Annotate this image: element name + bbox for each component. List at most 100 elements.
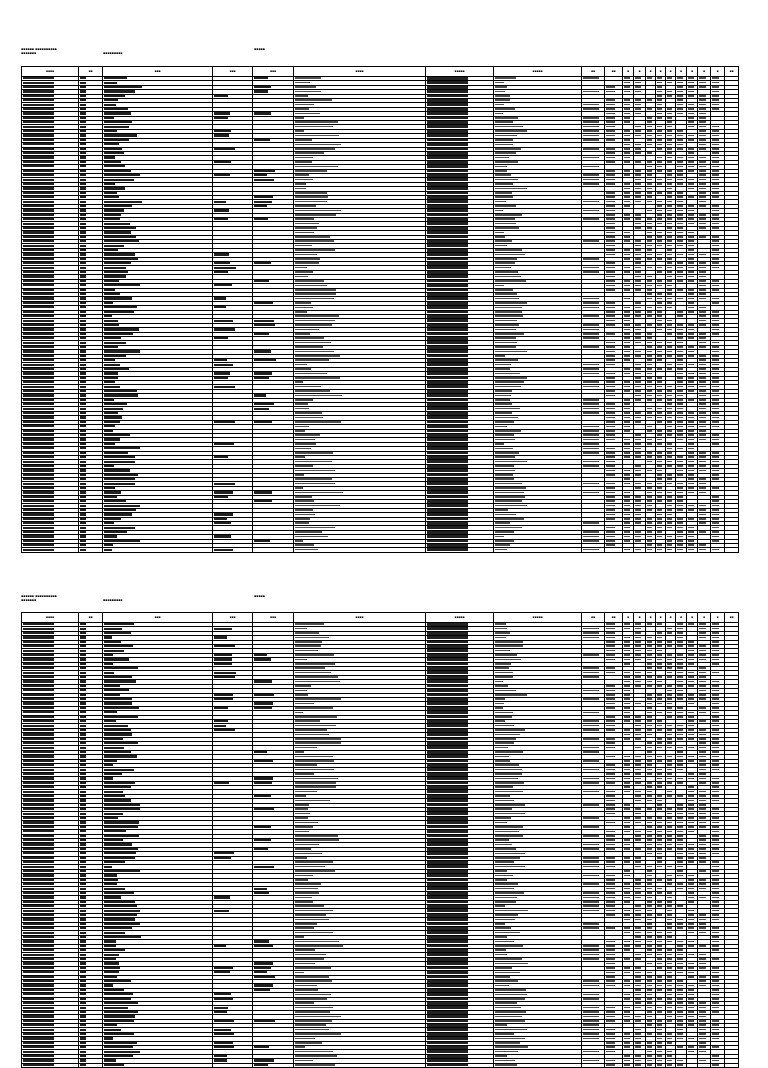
table-cell xyxy=(686,547,698,553)
table-row xyxy=(21,758,739,765)
table-cell xyxy=(675,1062,687,1068)
table-row xyxy=(21,714,739,720)
table-cell xyxy=(425,1062,494,1068)
column-header: ▪ xyxy=(665,66,676,77)
table-row xyxy=(21,75,739,82)
table-row xyxy=(21,520,739,527)
table-cell xyxy=(78,1062,103,1068)
table-cell xyxy=(622,1062,634,1068)
column-header: ▪ xyxy=(622,612,634,623)
column-header: ▪ xyxy=(675,612,687,623)
table-row xyxy=(21,829,739,835)
table-row xyxy=(21,120,739,126)
column-header: ▪ xyxy=(697,612,711,623)
table-row xyxy=(21,837,739,844)
column-header: ▪▪ xyxy=(78,612,103,623)
table-row xyxy=(21,291,739,298)
table-cell xyxy=(425,547,494,553)
table-row xyxy=(21,934,739,941)
column-header: ▪▪▪▪▪ xyxy=(425,612,494,623)
column-header: ▪▪▪▪▪ xyxy=(425,66,494,77)
table-row xyxy=(21,225,739,232)
column-header: ▪▪▪ xyxy=(252,612,294,623)
table-row xyxy=(21,238,739,245)
table-cell xyxy=(622,547,634,553)
column-header: ▪ xyxy=(655,612,666,623)
column-header: ▪▪▪▪ xyxy=(293,66,426,77)
column-header: ▪ xyxy=(710,66,725,77)
column-header: ▪▪▪▪ xyxy=(21,612,79,623)
table-cell xyxy=(645,547,656,553)
table-cell xyxy=(675,547,687,553)
table-row xyxy=(21,851,739,857)
table-row xyxy=(21,137,739,144)
column-header: ▪ xyxy=(655,66,666,77)
table-row xyxy=(21,547,739,553)
table-row xyxy=(21,252,739,258)
table-row xyxy=(21,727,739,734)
table-row xyxy=(21,274,739,280)
table-cell xyxy=(710,1062,725,1068)
table-cell xyxy=(633,1062,646,1068)
column-header: ▪▪ xyxy=(724,612,739,623)
header-subtitle: ▪▪▪▪▪▪▪ xyxy=(21,598,37,602)
table-row xyxy=(21,111,739,117)
table-row xyxy=(21,349,739,355)
page-1-header-mid: ▪▪▪▪▪▪▪▪▪ xyxy=(103,51,123,55)
column-header: ▪▪▪ xyxy=(212,612,253,623)
table-cell xyxy=(581,547,605,553)
column-header: ▪▪▪▪▪ xyxy=(493,66,582,77)
table-row xyxy=(21,543,739,549)
table-row xyxy=(21,776,739,782)
table-row xyxy=(21,203,739,210)
column-header: ▪▪ xyxy=(78,66,103,77)
page-2-header-mid: ▪▪▪▪▪▪▪▪▪ xyxy=(103,598,123,602)
table-cell xyxy=(212,547,253,553)
table-cell xyxy=(697,547,711,553)
data-table-page-2: ▪▪▪▪ ▪▪ ▪▪▪ ▪▪▪ ▪▪▪ ▪▪▪▪ ▪▪▪▪▪ ▪▪▪▪▪ ▪▪ ▪▪ ▪ ▪ ▪ ▪ ▪ ▪ ▪… xyxy=(21,612,739,1068)
column-header: ▪ xyxy=(686,612,698,623)
column-header: ▪▪▪ xyxy=(102,612,213,623)
column-header: ▪▪▪ xyxy=(252,66,294,77)
column-header: ▪ xyxy=(675,66,687,77)
column-header: ▪ xyxy=(665,612,676,623)
data-table-page-1: ▪▪▪▪ ▪▪ ▪▪▪ ▪▪▪ ▪▪▪ ▪▪▪▪ ▪▪▪▪▪ ▪▪▪▪▪ ▪▪ ▪▪ ▪ ▪ ▪ ▪ ▪ ▪ ▪… xyxy=(21,66,739,553)
column-header: ▪▪ xyxy=(724,66,739,77)
column-header: ▪ xyxy=(697,66,711,77)
table-row xyxy=(21,80,739,86)
column-header: ▪ xyxy=(686,66,698,77)
table-row xyxy=(21,172,739,179)
header-subtitle: ▪▪▪▪▪▪▪ xyxy=(21,51,37,55)
table-row xyxy=(21,723,739,729)
table-row xyxy=(21,626,739,632)
table-row xyxy=(21,824,739,831)
table-row xyxy=(21,397,739,404)
table-row xyxy=(21,701,739,707)
table-row xyxy=(21,402,739,408)
table-cell xyxy=(102,547,213,553)
column-header: ▪▪▪ xyxy=(102,66,213,77)
table-row xyxy=(21,899,739,906)
table-cell xyxy=(102,1062,213,1068)
header-title: ▪▪▪▪▪▪ ▪▪▪▪▪▪▪▪▪▪ xyxy=(21,47,57,51)
column-header: ▪▪ xyxy=(604,612,623,623)
table-cell xyxy=(493,547,582,553)
table-row xyxy=(21,472,739,479)
table-cell xyxy=(21,1062,79,1068)
column-header: ▪ xyxy=(633,66,646,77)
table-cell xyxy=(665,1062,676,1068)
table-row xyxy=(21,1062,739,1068)
table-cell xyxy=(252,547,294,553)
table-cell xyxy=(493,1062,582,1068)
table-row xyxy=(21,890,739,897)
table-cell xyxy=(697,1062,711,1068)
column-header: ▪▪▪▪ xyxy=(21,66,79,77)
table-row xyxy=(21,353,739,360)
table-row xyxy=(21,855,739,861)
column-header: ▪▪▪▪▪ xyxy=(493,612,582,623)
table-cell xyxy=(604,1062,623,1068)
table-cell xyxy=(78,547,103,553)
table-cell xyxy=(293,1062,426,1068)
table-row xyxy=(21,1005,739,1011)
column-header: ▪ xyxy=(633,612,646,623)
